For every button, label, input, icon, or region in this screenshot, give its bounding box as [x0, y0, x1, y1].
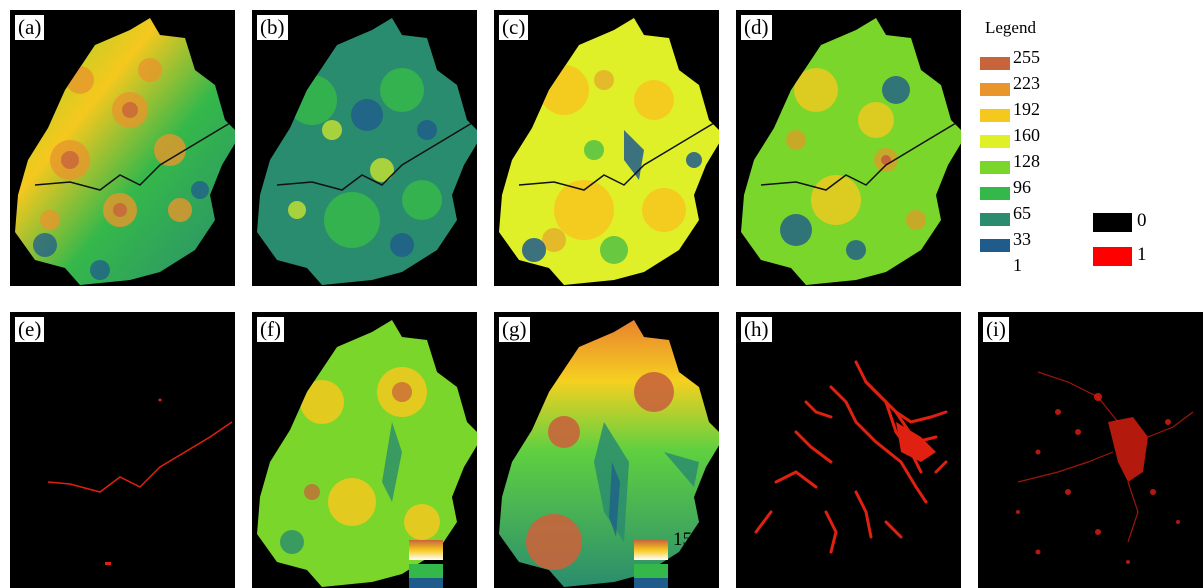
legend-value-223: 223	[1013, 73, 1040, 93]
legend-swatch-128	[980, 161, 1010, 174]
map-panel-b: (b)	[252, 10, 477, 286]
panel-label-f: (f)	[256, 316, 285, 343]
legend-swatch-192	[980, 109, 1010, 122]
scale-g-max: 1597	[673, 529, 711, 550]
panel-label-b: (b)	[256, 14, 289, 41]
panel-label-c: (c)	[498, 14, 530, 41]
legend-swatch-96	[980, 187, 1010, 200]
map-e-image	[47, 398, 233, 565]
map-panel-c: (c)	[494, 10, 719, 286]
legend-swatch-33	[980, 239, 1010, 252]
legend-value-192: 192	[1013, 99, 1040, 119]
map-g-image	[499, 320, 719, 587]
map-panel-e: (e)	[10, 312, 235, 588]
map-h-image	[754, 360, 948, 554]
map-panel-i: (i)	[978, 312, 1203, 588]
binary-value-0: 0	[1137, 210, 1147, 231]
map-c-image	[499, 18, 719, 285]
scale-g-ramp	[634, 540, 668, 588]
map-d-image	[741, 18, 961, 285]
binary-value-1: 1	[1137, 244, 1147, 265]
legend-value-160: 160	[1013, 125, 1040, 145]
legend-value-1: 1	[1013, 255, 1022, 275]
map-panel-g: (g)	[494, 312, 719, 588]
legend-value-96: 96	[1013, 177, 1031, 197]
binary-swatch-1	[1093, 247, 1132, 266]
map-b-image	[257, 18, 477, 285]
scale-f-min: 0	[446, 565, 456, 586]
map-a-image	[15, 18, 235, 285]
map-panel-a: (a)	[10, 10, 235, 286]
scale-g-min: 40	[673, 565, 692, 586]
legend-value-65: 65	[1013, 203, 1031, 223]
panel-label-g: (g)	[498, 316, 531, 343]
binary-swatch-0	[1093, 213, 1132, 232]
panel-label-h: (h)	[740, 316, 773, 343]
map-f-image	[257, 320, 477, 587]
scale-f-ramp	[409, 540, 443, 588]
scale-f-max: 83	[446, 539, 465, 560]
legend-swatch-223	[980, 83, 1010, 96]
map-i-image	[1016, 371, 1194, 564]
legend-swatch-255	[980, 57, 1010, 70]
legend-value-33: 33	[1013, 229, 1031, 249]
legend-swatch-65	[980, 213, 1010, 226]
legend-swatch-160	[980, 135, 1010, 148]
map-panel-d: (d)	[736, 10, 961, 286]
legend-value-128: 128	[1013, 151, 1040, 171]
legend-title: Legend	[985, 18, 1036, 37]
panel-label-i: (i)	[982, 316, 1010, 343]
map-panel-f: (f)	[252, 312, 477, 588]
legend-value-255: 255	[1013, 47, 1040, 67]
map-panel-h: (h)	[736, 312, 961, 588]
panel-label-d: (d)	[740, 14, 773, 41]
panel-label-e: (e)	[14, 316, 46, 343]
panel-label-a: (a)	[14, 14, 46, 41]
